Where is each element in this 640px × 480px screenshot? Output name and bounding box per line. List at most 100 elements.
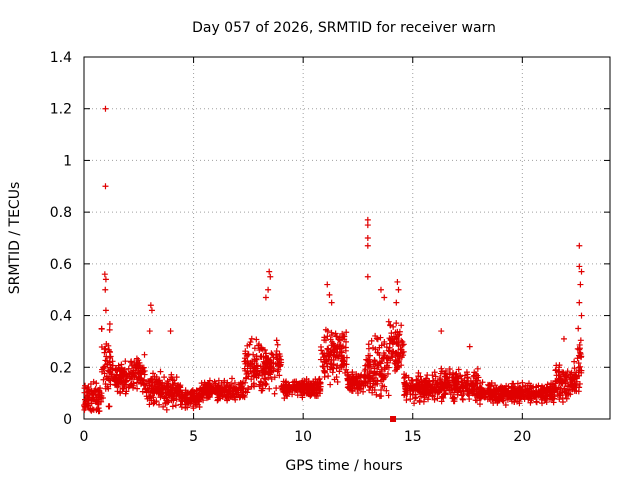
data-point bbox=[406, 380, 413, 387]
data-point bbox=[197, 385, 204, 392]
data-point bbox=[486, 381, 493, 388]
data-point bbox=[458, 381, 465, 388]
data-point bbox=[157, 386, 164, 393]
data-point bbox=[324, 281, 331, 288]
data-point bbox=[416, 398, 423, 405]
data-point bbox=[86, 394, 93, 401]
data-point bbox=[251, 345, 258, 352]
data-point bbox=[102, 357, 109, 364]
data-point bbox=[552, 380, 559, 387]
data-point bbox=[378, 393, 385, 400]
data-point bbox=[398, 322, 405, 329]
data-point bbox=[399, 338, 406, 345]
y-tick-label: 1.4 bbox=[50, 50, 72, 66]
data-point bbox=[98, 326, 105, 333]
data-point bbox=[81, 402, 88, 409]
y-tick-labels: 0 0.2 0.4 0.6 0.8 1 1.2 1.4 bbox=[50, 50, 72, 428]
data-point bbox=[245, 351, 252, 358]
data-point bbox=[105, 385, 112, 392]
data-point bbox=[220, 386, 227, 393]
data-point bbox=[416, 385, 423, 392]
data-point bbox=[254, 362, 261, 369]
data-point bbox=[170, 377, 177, 384]
data-point bbox=[396, 331, 403, 338]
data-point bbox=[371, 357, 378, 364]
data-point bbox=[275, 360, 282, 367]
data-point bbox=[190, 405, 197, 412]
data-point bbox=[547, 385, 554, 392]
data-point bbox=[256, 341, 263, 348]
data-point bbox=[105, 403, 112, 410]
data-point bbox=[441, 379, 448, 386]
data-point bbox=[544, 387, 551, 394]
data-point bbox=[365, 341, 372, 348]
data-point bbox=[348, 385, 355, 392]
data-point bbox=[342, 344, 349, 351]
y-tick-label: 0.6 bbox=[50, 257, 72, 273]
data-point bbox=[553, 372, 560, 379]
data-point bbox=[93, 380, 100, 387]
data-point bbox=[116, 377, 123, 384]
data-point bbox=[128, 373, 135, 380]
data-point bbox=[106, 348, 113, 355]
data-point bbox=[271, 374, 278, 381]
y-tick-label: 0 bbox=[63, 412, 72, 428]
data-point bbox=[261, 371, 268, 378]
data-point bbox=[263, 365, 270, 372]
data-point bbox=[362, 362, 369, 369]
data-point bbox=[325, 353, 332, 360]
data-point bbox=[263, 381, 270, 388]
data-point bbox=[329, 369, 336, 376]
data-point bbox=[200, 397, 207, 404]
data-point bbox=[271, 390, 278, 397]
data-point bbox=[321, 368, 328, 375]
data-point bbox=[325, 373, 332, 380]
data-point bbox=[267, 357, 274, 364]
data-point bbox=[451, 398, 458, 405]
data-point bbox=[242, 348, 249, 355]
data-point bbox=[173, 374, 180, 381]
data-point bbox=[578, 369, 585, 376]
data-point bbox=[407, 384, 414, 391]
data-point bbox=[89, 391, 96, 398]
data-point bbox=[258, 345, 265, 352]
data-point bbox=[190, 392, 197, 399]
data-point bbox=[415, 379, 422, 386]
data-point bbox=[328, 329, 335, 336]
data-point bbox=[377, 370, 384, 377]
data-point bbox=[556, 376, 563, 383]
data-point bbox=[98, 368, 105, 375]
data-point bbox=[153, 378, 160, 385]
data-point bbox=[217, 395, 224, 402]
data-point bbox=[165, 398, 172, 405]
data-point bbox=[238, 383, 245, 390]
data-point bbox=[425, 388, 432, 395]
data-point bbox=[343, 354, 350, 361]
data-point bbox=[415, 369, 422, 376]
data-point bbox=[504, 396, 511, 403]
plot-frame bbox=[83, 56, 611, 420]
data-point bbox=[563, 390, 570, 397]
data-point bbox=[559, 395, 566, 402]
data-point bbox=[191, 397, 198, 404]
data-point bbox=[407, 396, 414, 403]
axis-ticks bbox=[83, 56, 610, 420]
data-point bbox=[253, 355, 260, 362]
data-points bbox=[81, 105, 585, 422]
data-point bbox=[327, 381, 334, 388]
data-point bbox=[481, 393, 488, 400]
data-point bbox=[576, 299, 583, 306]
data-point bbox=[385, 318, 392, 325]
data-point bbox=[341, 360, 348, 367]
data-point bbox=[102, 307, 109, 314]
data-point bbox=[165, 380, 172, 387]
x-tick-label: 0 bbox=[80, 429, 89, 445]
data-point bbox=[387, 357, 394, 364]
data-point bbox=[178, 389, 185, 396]
data-point bbox=[564, 368, 571, 375]
data-point bbox=[563, 374, 570, 381]
data-point bbox=[146, 401, 153, 408]
data-point bbox=[576, 341, 583, 348]
data-point bbox=[497, 384, 504, 391]
data-point bbox=[385, 347, 392, 354]
